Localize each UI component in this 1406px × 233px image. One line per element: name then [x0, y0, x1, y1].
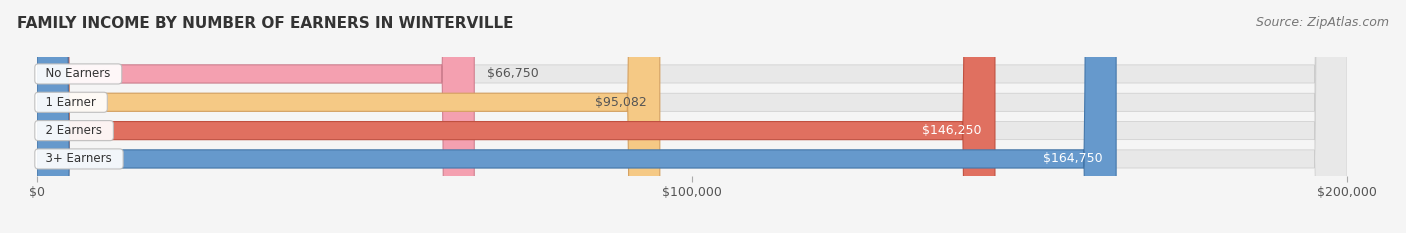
- Text: 3+ Earners: 3+ Earners: [38, 152, 120, 165]
- FancyBboxPatch shape: [37, 0, 474, 233]
- FancyBboxPatch shape: [37, 0, 995, 233]
- FancyBboxPatch shape: [37, 0, 1116, 233]
- Text: FAMILY INCOME BY NUMBER OF EARNERS IN WINTERVILLE: FAMILY INCOME BY NUMBER OF EARNERS IN WI…: [17, 16, 513, 31]
- Text: $95,082: $95,082: [595, 96, 647, 109]
- FancyBboxPatch shape: [37, 0, 1347, 233]
- Text: $146,250: $146,250: [922, 124, 981, 137]
- Text: No Earners: No Earners: [38, 67, 118, 80]
- FancyBboxPatch shape: [37, 0, 1347, 233]
- Text: 1 Earner: 1 Earner: [38, 96, 104, 109]
- FancyBboxPatch shape: [37, 0, 1347, 233]
- FancyBboxPatch shape: [37, 0, 1347, 233]
- Text: Source: ZipAtlas.com: Source: ZipAtlas.com: [1256, 16, 1389, 29]
- FancyBboxPatch shape: [37, 0, 659, 233]
- Text: 2 Earners: 2 Earners: [38, 124, 110, 137]
- Text: $66,750: $66,750: [488, 67, 538, 80]
- Text: $164,750: $164,750: [1043, 152, 1104, 165]
